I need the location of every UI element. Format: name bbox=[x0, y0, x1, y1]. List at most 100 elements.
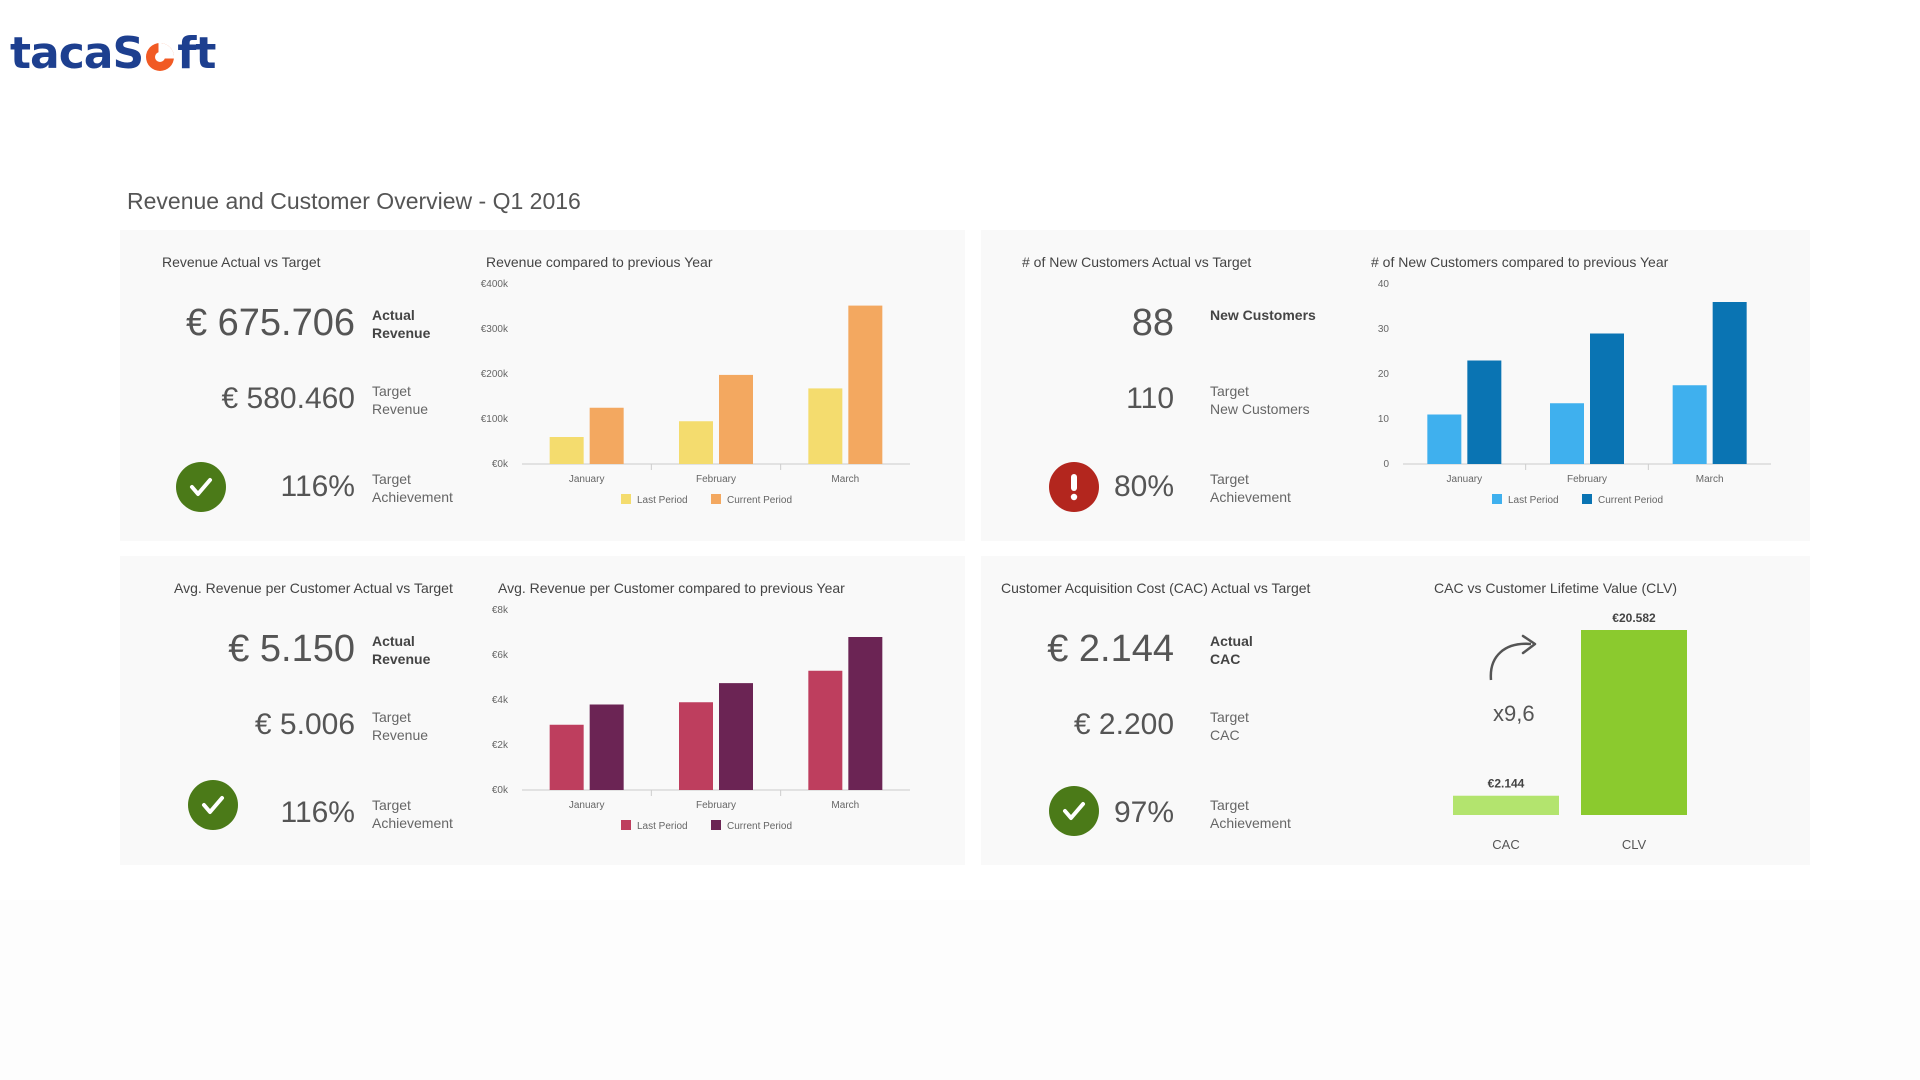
legend-swatch bbox=[621, 494, 631, 504]
logo-text-part1: taca bbox=[10, 28, 113, 79]
page-title: Revenue and Customer Overview - Q1 2016 bbox=[127, 188, 581, 214]
legend-label: Last Period bbox=[637, 821, 688, 832]
cac-kpi-title: Customer Acquisition Cost (CAC) Actual v… bbox=[1001, 580, 1311, 596]
y-tick-label: 20 bbox=[1378, 369, 1390, 380]
cac-panel: Customer Acquisition Cost (CAC) Actual v… bbox=[981, 556, 1810, 865]
bar-current-period bbox=[1712, 302, 1747, 464]
bar-current-period bbox=[848, 305, 883, 464]
customers-chart: 0 10 20 30 40 January February March Last Period… bbox=[1378, 279, 1771, 506]
x-tick-label: February bbox=[696, 474, 736, 485]
bar-last-period bbox=[679, 702, 713, 790]
cac-chart-title: CAC vs Customer Lifetime Value (CLV) bbox=[1434, 580, 1677, 596]
avg-revenue-achievement-label: Target Achievement bbox=[372, 797, 453, 831]
bar-last-period bbox=[1672, 385, 1707, 464]
avg-revenue-actual-value: € 5.150 bbox=[228, 628, 355, 670]
y-tick-label: €200k bbox=[481, 369, 509, 380]
x-tick-label: CAC bbox=[1492, 837, 1519, 852]
customers-achievement-label: Target Achievement bbox=[1210, 471, 1291, 505]
bar-current-period bbox=[1590, 333, 1624, 464]
revenue-chart-title: Revenue compared to previous Year bbox=[486, 254, 713, 270]
x-tick-label: January bbox=[1447, 474, 1483, 485]
x-tick-label: January bbox=[569, 800, 605, 811]
x-tick-label: CLV bbox=[1622, 837, 1647, 852]
x-tick-label: February bbox=[1567, 474, 1607, 485]
y-tick-label: €300k bbox=[481, 324, 509, 335]
revenue-target-label: Target Revenue bbox=[372, 383, 429, 417]
data-label: €2.144 bbox=[1488, 777, 1525, 791]
x-tick-label: March bbox=[831, 474, 859, 485]
legend-label: Last Period bbox=[1508, 495, 1559, 506]
revenue-achievement-label: Target Achievement bbox=[372, 471, 453, 505]
avg-revenue-chart-title: Avg. Revenue per Customer compared to pr… bbox=[498, 580, 845, 596]
legend-label: Current Period bbox=[1598, 495, 1663, 506]
legend-swatch bbox=[1492, 494, 1502, 504]
cac-target-value: € 2.200 bbox=[1073, 708, 1174, 741]
avg-revenue-target-value: € 5.006 bbox=[254, 708, 355, 741]
cac-actual-value: € 2.144 bbox=[1047, 628, 1174, 670]
bar-last-period bbox=[808, 670, 843, 790]
checkmark-icon bbox=[188, 780, 238, 830]
y-tick-label: €100k bbox=[481, 414, 509, 425]
legend-swatch bbox=[711, 820, 721, 830]
bar-cac bbox=[1453, 795, 1559, 815]
x-tick-label: March bbox=[831, 800, 859, 811]
y-tick-label: 30 bbox=[1378, 324, 1390, 335]
customers-achievement-value: 80% bbox=[1113, 470, 1174, 503]
bar-current-period bbox=[1467, 360, 1502, 464]
revenue-target-value: € 580.460 bbox=[221, 382, 355, 415]
bar-last-period bbox=[549, 437, 584, 464]
legend-swatch bbox=[711, 494, 721, 504]
data-label: €20.582 bbox=[1612, 611, 1656, 625]
bar-current-period bbox=[589, 704, 624, 790]
logo-text-part3: ft bbox=[177, 28, 216, 79]
customers-kpi-title: # of New Customers Actual vs Target bbox=[1022, 254, 1252, 270]
bar-current-period bbox=[719, 374, 753, 464]
exclamation-icon bbox=[1049, 462, 1099, 512]
bar-current-period bbox=[848, 637, 883, 790]
avg-revenue-chart: €0k €2k €4k €6k €8k January February March Last … bbox=[492, 605, 910, 832]
avg-revenue-actual-label: Actual Revenue bbox=[372, 633, 431, 667]
logo-text-part2: S bbox=[112, 28, 145, 79]
customers-actual-value: 88 bbox=[1131, 302, 1174, 344]
bar-last-period bbox=[549, 724, 584, 790]
revenue-actual-label: Actual Revenue bbox=[372, 307, 431, 341]
legend-swatch bbox=[621, 820, 631, 830]
cac-achievement-value: 97% bbox=[1113, 796, 1174, 829]
avg-revenue-kpi-title: Avg. Revenue per Customer Actual vs Targ… bbox=[174, 580, 453, 596]
y-tick-label: 10 bbox=[1378, 414, 1390, 425]
footer-area bbox=[0, 900, 1920, 1080]
y-tick-label: €400k bbox=[481, 279, 509, 290]
bar-last-period bbox=[1427, 414, 1462, 464]
brand-logo: taca S ft bbox=[10, 26, 216, 79]
curved-arrow-icon bbox=[1489, 634, 1537, 681]
checkmark-icon bbox=[1049, 786, 1099, 836]
y-tick-label: €4k bbox=[492, 695, 509, 706]
avg-revenue-achievement-value: 116% bbox=[280, 796, 355, 829]
y-tick-label: €2k bbox=[492, 740, 509, 751]
y-tick-label: €0k bbox=[492, 785, 509, 796]
x-tick-label: February bbox=[696, 800, 736, 811]
legend-label: Current Period bbox=[727, 821, 792, 832]
x-tick-label: March bbox=[1696, 474, 1724, 485]
bar-current-period bbox=[589, 407, 624, 464]
x-tick-label: January bbox=[569, 474, 605, 485]
cac-actual-label: Actual CAC bbox=[1210, 633, 1253, 667]
customers-actual-label: New Customers bbox=[1210, 307, 1316, 323]
legend-swatch bbox=[1582, 494, 1592, 504]
revenue-panel: Revenue Actual vs Target € 675.706 Actua… bbox=[120, 230, 965, 541]
bar-clv bbox=[1581, 630, 1687, 815]
y-tick-label: €8k bbox=[492, 605, 509, 616]
y-tick-label: 40 bbox=[1378, 279, 1390, 290]
bar-current-period bbox=[719, 683, 753, 790]
avg-revenue-target-label: Target Revenue bbox=[372, 709, 429, 743]
logo-pie-icon bbox=[144, 41, 176, 73]
revenue-achievement-value: 116% bbox=[280, 470, 355, 503]
revenue-kpi-title: Revenue Actual vs Target bbox=[162, 254, 321, 270]
y-tick-label: €0k bbox=[492, 459, 509, 470]
legend-label: Current Period bbox=[727, 495, 792, 506]
bar-last-period bbox=[808, 388, 843, 464]
customers-chart-title: # of New Customers compared to previous … bbox=[1371, 254, 1669, 270]
cac-clv-ratio: x9,6 bbox=[1493, 701, 1535, 726]
revenue-chart: €0k €100k €200k €300k €400k January February Ma… bbox=[481, 279, 910, 506]
cac-target-label: Target CAC bbox=[1210, 709, 1249, 743]
